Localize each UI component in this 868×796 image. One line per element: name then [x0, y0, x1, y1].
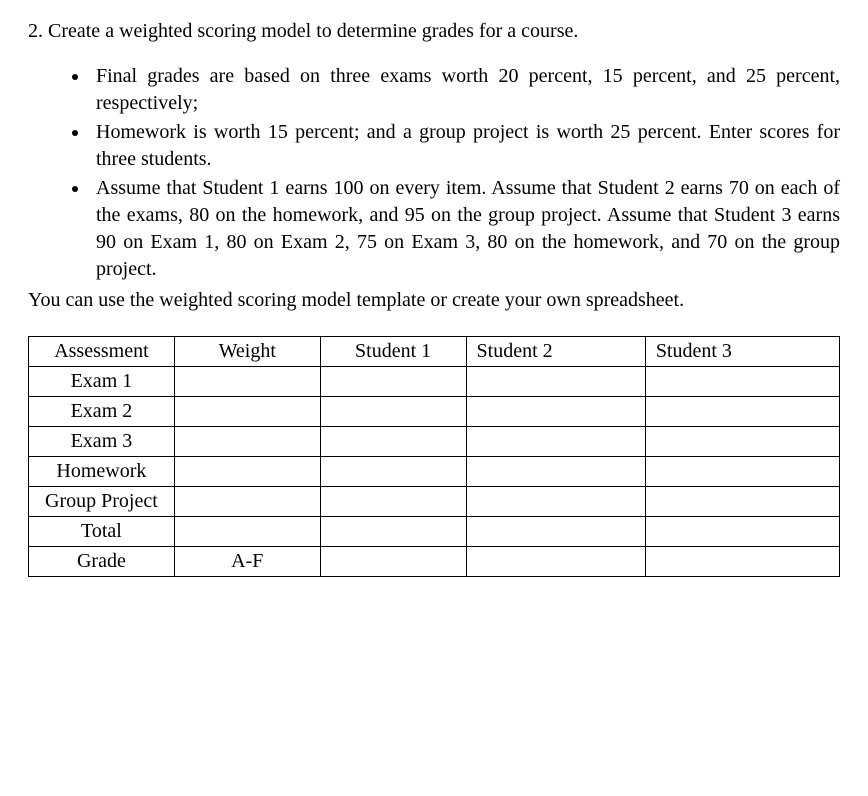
- cell-student2: [466, 517, 645, 547]
- table-row: Total: [29, 517, 840, 547]
- cell-student1: [320, 517, 466, 547]
- cell-weight: [174, 367, 320, 397]
- cell-student1: [320, 427, 466, 457]
- cell-student2: [466, 427, 645, 457]
- question-title: Create a weighted scoring model to deter…: [48, 20, 578, 42]
- cell-weight: [174, 487, 320, 517]
- cell-student2: [466, 487, 645, 517]
- cell-assessment: Grade: [29, 547, 175, 577]
- cell-weight: [174, 457, 320, 487]
- cell-student3: [645, 547, 839, 577]
- closing-text: You can use the weighted scoring model t…: [28, 287, 840, 314]
- table-row: Homework: [29, 457, 840, 487]
- bullet-list: Final grades are based on three exams wo…: [28, 63, 840, 283]
- cell-student3: [645, 487, 839, 517]
- cell-assessment: Homework: [29, 457, 175, 487]
- header-student1: Student 1: [320, 337, 466, 367]
- header-weight: Weight: [174, 337, 320, 367]
- cell-student1: [320, 547, 466, 577]
- bullet-item: Homework is worth 15 percent; and a grou…: [90, 119, 840, 173]
- cell-student2: [466, 457, 645, 487]
- cell-student1: [320, 457, 466, 487]
- table-row: Grade A-F: [29, 547, 840, 577]
- bullet-item: Assume that Student 1 earns 100 on every…: [90, 175, 840, 283]
- table-row: Exam 1: [29, 367, 840, 397]
- table-header-row: Assessment Weight Student 1 Student 2 St…: [29, 337, 840, 367]
- cell-assessment: Group Project: [29, 487, 175, 517]
- question-header: 2. Create a weighted scoring model to de…: [28, 18, 840, 45]
- cell-weight: [174, 427, 320, 457]
- cell-student3: [645, 517, 839, 547]
- scoring-table: Assessment Weight Student 1 Student 2 St…: [28, 336, 840, 577]
- cell-weight: [174, 517, 320, 547]
- cell-assessment: Exam 3: [29, 427, 175, 457]
- header-student2: Student 2: [466, 337, 645, 367]
- header-assessment: Assessment: [29, 337, 175, 367]
- cell-student1: [320, 397, 466, 427]
- cell-assessment: Total: [29, 517, 175, 547]
- cell-student2: [466, 367, 645, 397]
- table-row: Exam 2: [29, 397, 840, 427]
- table-row: Group Project: [29, 487, 840, 517]
- cell-assessment: Exam 2: [29, 397, 175, 427]
- cell-student3: [645, 457, 839, 487]
- cell-student3: [645, 367, 839, 397]
- bullet-item: Final grades are based on three exams wo…: [90, 63, 840, 117]
- header-student3: Student 3: [645, 337, 839, 367]
- cell-weight: A-F: [174, 547, 320, 577]
- cell-weight: [174, 397, 320, 427]
- cell-student1: [320, 367, 466, 397]
- cell-student1: [320, 487, 466, 517]
- cell-student2: [466, 397, 645, 427]
- cell-student3: [645, 397, 839, 427]
- question-number: 2.: [28, 20, 43, 42]
- cell-student2: [466, 547, 645, 577]
- cell-student3: [645, 427, 839, 457]
- cell-assessment: Exam 1: [29, 367, 175, 397]
- table-row: Exam 3: [29, 427, 840, 457]
